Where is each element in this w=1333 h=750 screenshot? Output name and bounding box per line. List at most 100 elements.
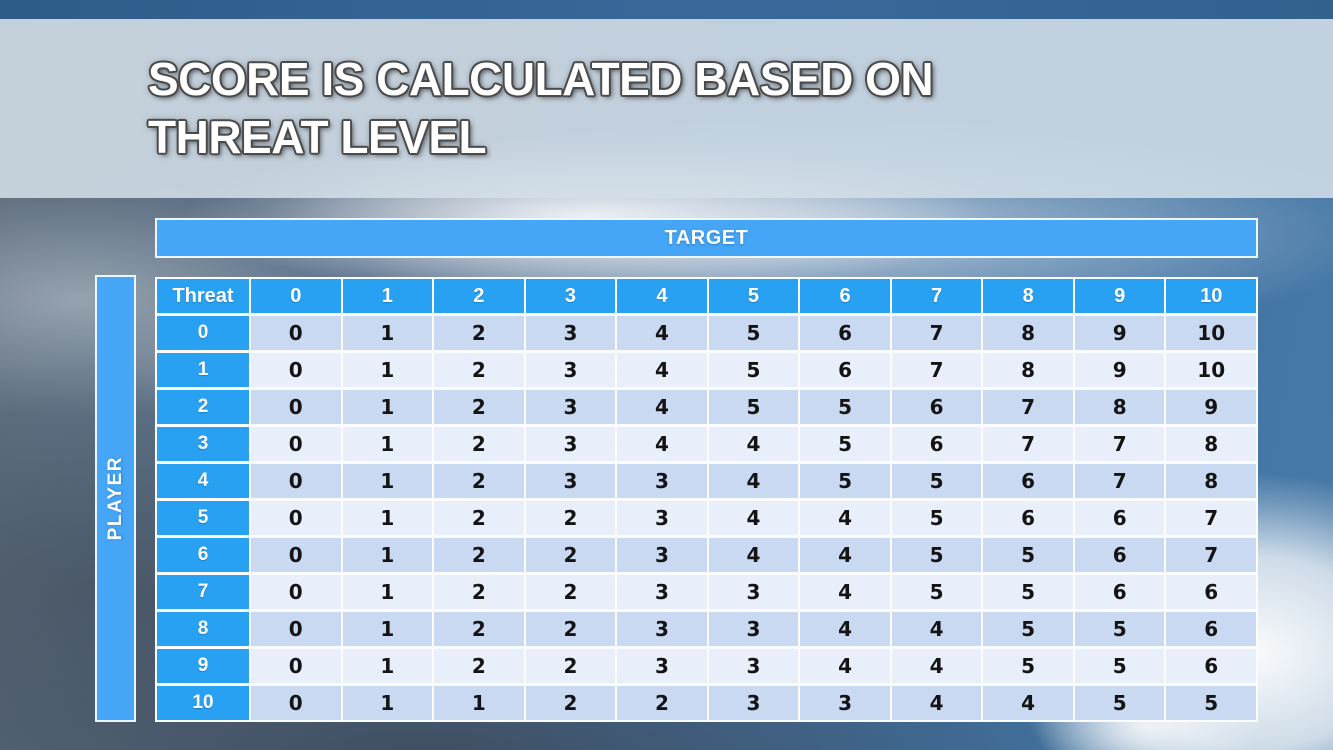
score-cell-r4-c9: 7 — [1074, 464, 1165, 498]
score-cell-r0-c2: 2 — [434, 316, 524, 350]
score-cell-r7-c1: 1 — [342, 575, 433, 609]
score-cell-r4-c5: 4 — [708, 464, 799, 498]
score-cell-r2-c0: 0 — [251, 390, 341, 424]
column-header-3: 3 — [525, 279, 616, 313]
score-cell-r5-c8: 6 — [983, 501, 1073, 535]
score-cell-r6-c2: 2 — [434, 538, 524, 572]
column-header-9: 9 — [1074, 279, 1165, 313]
score-cell-r8-c5: 3 — [708, 612, 799, 646]
title-line-1: SCORE IS CALCULATED BASED ON — [148, 53, 934, 105]
row-header-1: 1 — [157, 353, 249, 387]
score-cell-r0-c7: 7 — [891, 316, 982, 350]
score-cell-r3-c6: 5 — [800, 427, 890, 461]
score-cell-r3-c4: 4 — [617, 427, 707, 461]
score-cell-r6-c1: 1 — [342, 538, 433, 572]
column-header-8: 8 — [983, 279, 1073, 313]
score-cell-r1-c4: 4 — [617, 353, 707, 387]
player-banner: PLAYER — [95, 275, 136, 722]
score-cell-r1-c6: 6 — [800, 353, 890, 387]
score-cell-r9-c0: 0 — [251, 649, 341, 683]
score-cell-r10-c8: 4 — [983, 686, 1073, 720]
score-cell-r3-c3: 3 — [525, 427, 616, 461]
score-cell-r8-c7: 4 — [891, 612, 982, 646]
target-label: TARGET — [664, 226, 749, 249]
score-cell-r8-c9: 5 — [1074, 612, 1165, 646]
score-cell-r9-c6: 4 — [800, 649, 890, 683]
score-cell-r5-c0: 0 — [251, 501, 341, 535]
row-header-8: 8 — [157, 612, 249, 646]
score-cell-r9-c1: 1 — [342, 649, 433, 683]
slide-title: SCORE IS CALCULATED BASED ON THREAT LEVE… — [148, 50, 1148, 166]
row-header-0: 0 — [157, 316, 249, 350]
score-cell-r10-c7: 4 — [891, 686, 982, 720]
score-cell-r5-c5: 4 — [708, 501, 799, 535]
score-cell-r0-c8: 8 — [983, 316, 1073, 350]
row-header-4: 4 — [157, 464, 249, 498]
row-header-6: 6 — [157, 538, 249, 572]
score-cell-r6-c4: 3 — [617, 538, 707, 572]
score-cell-r10-c10: 5 — [1166, 686, 1256, 720]
score-cell-r7-c5: 3 — [708, 575, 799, 609]
score-cell-r0-c6: 6 — [800, 316, 890, 350]
score-cell-r7-c7: 5 — [891, 575, 982, 609]
score-cell-r5-c4: 3 — [617, 501, 707, 535]
score-cell-r4-c4: 3 — [617, 464, 707, 498]
score-cell-r6-c5: 4 — [708, 538, 799, 572]
score-cell-r0-c4: 4 — [617, 316, 707, 350]
score-cell-r0-c10: 10 — [1166, 316, 1256, 350]
score-cell-r4-c6: 5 — [800, 464, 890, 498]
score-cell-r5-c7: 5 — [891, 501, 982, 535]
threat-corner-cell: Threat — [157, 279, 249, 313]
score-cell-r1-c5: 5 — [708, 353, 799, 387]
score-cell-r8-c2: 2 — [434, 612, 524, 646]
score-cell-r6-c9: 6 — [1074, 538, 1165, 572]
score-cell-r5-c1: 1 — [342, 501, 433, 535]
column-header-10: 10 — [1166, 279, 1256, 313]
score-cell-r2-c1: 1 — [342, 390, 433, 424]
score-cell-r2-c8: 7 — [983, 390, 1073, 424]
score-cell-r3-c1: 1 — [342, 427, 433, 461]
score-cell-r7-c10: 6 — [1166, 575, 1256, 609]
score-cell-r0-c0: 0 — [251, 316, 341, 350]
score-cell-r7-c8: 5 — [983, 575, 1073, 609]
score-cell-r3-c5: 4 — [708, 427, 799, 461]
score-cell-r4-c7: 5 — [891, 464, 982, 498]
column-header-1: 1 — [342, 279, 433, 313]
score-cell-r1-c10: 10 — [1166, 353, 1256, 387]
score-cell-r2-c5: 5 — [708, 390, 799, 424]
score-cell-r2-c4: 4 — [617, 390, 707, 424]
score-cell-r10-c3: 2 — [525, 686, 616, 720]
score-cell-r9-c9: 5 — [1074, 649, 1165, 683]
score-cell-r0-c5: 5 — [708, 316, 799, 350]
title-line-2: THREAT LEVEL — [148, 111, 487, 163]
score-cell-r0-c9: 9 — [1074, 316, 1165, 350]
row-header-5: 5 — [157, 501, 249, 535]
score-cell-r7-c0: 0 — [251, 575, 341, 609]
score-matrix-table: Threat 0 1 2 3 4 5 6 7 8 9 10 0 0 1 2 3 4 5 6 7 8 9 10 1 0 1 2 3 4 5 6… — [155, 277, 1258, 722]
score-cell-r4-c8: 6 — [983, 464, 1073, 498]
column-header-6: 6 — [800, 279, 890, 313]
score-cell-r8-c0: 0 — [251, 612, 341, 646]
column-header-2: 2 — [434, 279, 524, 313]
score-cell-r1-c9: 9 — [1074, 353, 1165, 387]
score-cell-r2-c3: 3 — [525, 390, 616, 424]
score-cell-r8-c4: 3 — [617, 612, 707, 646]
score-cell-r5-c6: 4 — [800, 501, 890, 535]
score-cell-r1-c2: 2 — [434, 353, 524, 387]
score-cell-r2-c6: 5 — [800, 390, 890, 424]
score-cell-r9-c10: 6 — [1166, 649, 1256, 683]
row-header-3: 3 — [157, 427, 249, 461]
score-cell-r4-c3: 3 — [525, 464, 616, 498]
score-cell-r0-c1: 1 — [342, 316, 433, 350]
score-cell-r2-c7: 6 — [891, 390, 982, 424]
score-cell-r9-c2: 2 — [434, 649, 524, 683]
row-header-10: 10 — [157, 686, 249, 720]
score-cell-r8-c8: 5 — [983, 612, 1073, 646]
target-banner: TARGET — [155, 218, 1258, 258]
column-header-5: 5 — [708, 279, 799, 313]
player-label: PLAYER — [104, 456, 126, 541]
score-cell-r1-c0: 0 — [251, 353, 341, 387]
score-cell-r2-c2: 2 — [434, 390, 524, 424]
score-cell-r10-c1: 1 — [342, 686, 433, 720]
score-cell-r9-c5: 3 — [708, 649, 799, 683]
